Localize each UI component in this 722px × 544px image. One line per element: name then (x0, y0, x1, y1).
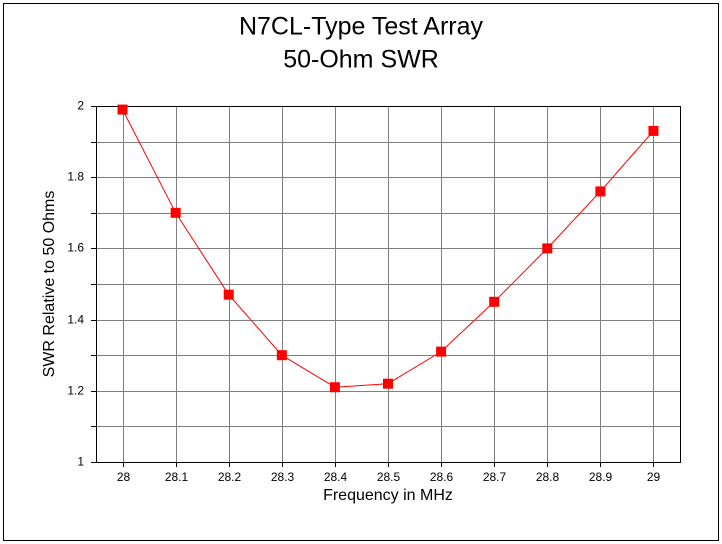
data-point (383, 378, 393, 389)
chart-title: N7CL-Type Test Array (239, 13, 484, 41)
data-point (489, 296, 500, 307)
data-point (117, 104, 128, 115)
y-tick-label: 1.6 (67, 241, 84, 255)
y-tick-label: 1.4 (67, 313, 84, 327)
x-tick-label: 28.1 (165, 470, 189, 484)
x-tick-label: 28.6 (430, 470, 454, 484)
data-point (648, 125, 659, 136)
x-tick-label: 28.4 (324, 470, 348, 484)
data-point (329, 382, 340, 393)
plot-border (96, 106, 681, 463)
x-tick-label: 28.3 (271, 470, 295, 484)
x-axis-label: Frequency in MHz (323, 487, 453, 504)
data-point (595, 186, 606, 197)
x-tick-label: 28 (117, 470, 131, 484)
y-tick-label: 1 (77, 455, 84, 469)
data-point (223, 289, 234, 300)
x-tick-label: 28.8 (536, 470, 560, 484)
x-tick-label: 28.2 (218, 470, 242, 484)
data-point (542, 243, 553, 254)
data-point (170, 207, 181, 218)
x-tick-label: 28.7 (483, 470, 507, 484)
chart-subtitle: 50-Ohm SWR (283, 46, 439, 74)
y-tick-label: 1.8 (67, 170, 84, 184)
x-tick-label: 28.9 (589, 470, 613, 484)
y-tick-label: 2 (77, 99, 84, 113)
y-tick-label: 1.2 (67, 384, 84, 398)
x-tick-label: 28.5 (377, 470, 401, 484)
data-point (436, 346, 447, 357)
x-tick-label: 29 (647, 470, 661, 484)
data-point (276, 350, 287, 361)
y-axis-label: SWR Relative to 50 Ohms (41, 191, 58, 378)
